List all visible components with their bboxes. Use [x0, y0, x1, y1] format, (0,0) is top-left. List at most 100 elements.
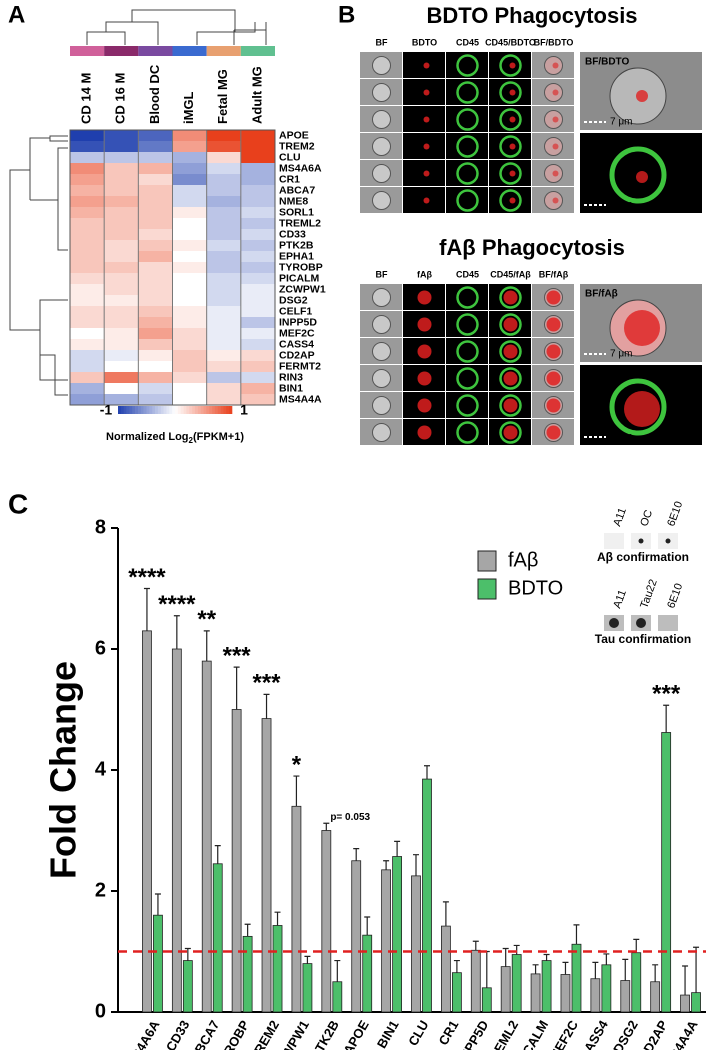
- heatmap-cell: [172, 328, 207, 340]
- y-tick-label: 6: [95, 637, 106, 659]
- heatmap-cell: [70, 394, 105, 406]
- cargo-spot: [552, 170, 559, 177]
- heatmap-cell: [206, 372, 242, 384]
- bar: [362, 934, 373, 1013]
- group-color: [70, 46, 105, 56]
- row-label: BIN1: [279, 382, 303, 394]
- bar: [631, 952, 642, 1013]
- heatmap-cell: [104, 174, 139, 186]
- heatmap-cell: [70, 141, 105, 153]
- bar: [601, 964, 612, 1013]
- bar: [321, 830, 332, 1013]
- bar: [242, 935, 253, 1013]
- inset-lane-label: A11: [611, 506, 629, 528]
- heatmap-cell: [172, 273, 207, 285]
- bar: [541, 960, 552, 1013]
- bar: [571, 943, 582, 1013]
- heatmap-cell: [172, 218, 207, 230]
- heatmap-cell: [240, 383, 276, 395]
- image-column-header: fAβ: [417, 269, 432, 279]
- heatmap-cell: [240, 196, 276, 208]
- error-bar: [323, 822, 330, 831]
- heatmap-cell: [240, 152, 276, 164]
- bar: [231, 709, 242, 1013]
- bar: [332, 981, 343, 1013]
- row-label: NME8: [279, 195, 308, 207]
- heatmap-cell: [104, 295, 139, 307]
- heatmap-cell: [70, 306, 105, 318]
- inset-lane-label: A11: [611, 588, 629, 610]
- heatmap-cell: [206, 196, 242, 208]
- cargo-spot: [423, 62, 430, 69]
- heatmap-cell: [138, 141, 173, 153]
- row-label: RIN3: [279, 371, 303, 383]
- bar: [650, 981, 661, 1013]
- cargo-spot: [509, 89, 516, 96]
- error-bar: [353, 848, 360, 861]
- x-tick-label: INPP5D: [455, 1018, 491, 1050]
- heatmap-cell: [206, 328, 242, 340]
- heatmap-cell: [104, 328, 139, 340]
- image-column-header: BF: [376, 37, 388, 47]
- colorbar-segment: [200, 406, 204, 414]
- heatmap-cell: [104, 251, 139, 263]
- heatmap-cell: [70, 152, 105, 164]
- x-tick-label: CASS4: [576, 1017, 611, 1050]
- colorbar-segment: [123, 406, 127, 414]
- cell-outline: [372, 396, 391, 415]
- colorbar-segment: [143, 406, 147, 414]
- heatmap-cell: [138, 262, 173, 274]
- error-bar: [244, 923, 251, 937]
- heatmap-cell: [104, 262, 139, 274]
- colorbar-segment: [155, 406, 159, 414]
- heatmap-cell: [206, 141, 242, 153]
- column-label: Adult MG: [249, 66, 264, 124]
- heatmap-cell: [240, 251, 276, 263]
- colorbar-segment: [169, 406, 173, 414]
- scale-bar-label: 7 μm: [610, 432, 632, 443]
- row-dendrogram: [9, 135, 68, 396]
- heatmap-cell: [240, 141, 276, 153]
- cargo-spot: [503, 371, 518, 386]
- heatmap-cell: [138, 229, 173, 241]
- heatmap-cell: [138, 218, 173, 230]
- cd45-ring: [499, 108, 522, 131]
- colorbar-segment: [135, 406, 139, 414]
- bar: [422, 778, 432, 1013]
- row-label: SORL1: [279, 206, 314, 218]
- cargo-spot: [417, 317, 432, 332]
- x-tick-label: PTK2B: [308, 1018, 342, 1050]
- colorbar-segment: [209, 406, 213, 414]
- error-bar: [622, 958, 629, 981]
- error-bar: [562, 961, 569, 975]
- heatmap-cell: [172, 229, 207, 241]
- bar: [392, 856, 403, 1013]
- heatmap-cell: [172, 130, 207, 142]
- cd45-ring: [456, 135, 479, 158]
- heatmap-cell: [172, 185, 207, 197]
- cargo-spot: [503, 317, 518, 332]
- colorbar-segment: [192, 406, 196, 414]
- heatmap-cell: [240, 295, 276, 307]
- cargo-spot: [423, 170, 430, 177]
- heatmap-cell: [70, 130, 105, 142]
- colorbar-segment: [180, 406, 184, 414]
- heatmap-cell: [104, 394, 139, 406]
- column-label: CD 16 M: [113, 73, 128, 124]
- heatmap-cell: [172, 372, 207, 384]
- zoom-ring: [609, 378, 667, 436]
- error-bar: [543, 953, 550, 961]
- image-column-header: CD45/fAβ: [490, 269, 531, 279]
- colorbar-tick-label: -1: [100, 402, 113, 418]
- row-label: EPHA1: [279, 250, 314, 262]
- heatmap-cell: [172, 196, 207, 208]
- colorbar-segment: [175, 406, 179, 414]
- cd45-ring: [499, 313, 522, 336]
- heatmap-cell: [138, 207, 173, 219]
- bar: [351, 860, 362, 1013]
- heatmap-cell: [104, 130, 139, 142]
- heatmap-cell: [104, 284, 139, 296]
- heatmap-cell: [138, 361, 173, 373]
- cell-outline: [372, 315, 391, 334]
